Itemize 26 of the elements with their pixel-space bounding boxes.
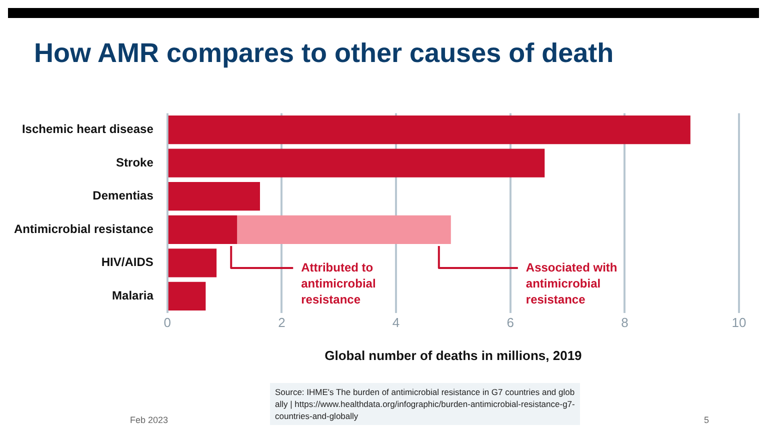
y-tick-label: Malaria bbox=[112, 288, 154, 302]
x-tick-label: 8 bbox=[621, 315, 628, 330]
bar bbox=[168, 182, 260, 211]
x-tick-label: 6 bbox=[506, 315, 514, 330]
y-tick-label: Stroke bbox=[116, 155, 154, 170]
bar bbox=[168, 248, 217, 278]
source-note: Source: IHME's The burden of antimicrobial resistance in G7 countries and globally | https://www.healthdata.org/infographic/burden-antimicrobial-resistance-g7-countries-and-globally bbox=[270, 383, 580, 425]
text: Associated with antimicrobial resistance bbox=[526, 260, 618, 306]
x-tick-label: 4 bbox=[392, 315, 400, 330]
x-tick-label: 10 bbox=[732, 315, 746, 330]
bar bbox=[168, 148, 545, 178]
y-tick-label: Dementias bbox=[92, 188, 154, 203]
text: Feb 2023 bbox=[130, 415, 168, 425]
bar bbox=[168, 116, 690, 144]
x-tick-label: 2 bbox=[278, 315, 286, 330]
chart-title: How AMR compares to other causes of death bbox=[34, 38, 614, 69]
x-tick-label: 0 bbox=[164, 315, 171, 330]
text: 5 bbox=[704, 415, 710, 425]
y-tick-label: Ischemic heart disease bbox=[22, 122, 154, 136]
x-axis-title: Global number of deaths in millions, 2019 bbox=[324, 348, 582, 363]
bar bbox=[168, 282, 206, 310]
bar bbox=[237, 215, 451, 244]
y-tick-label: Antimicrobial resistance bbox=[14, 222, 154, 236]
y-tick-label: HIV/AIDS bbox=[101, 255, 154, 270]
bar bbox=[168, 215, 238, 244]
text: Attributed to antimicrobial resistance bbox=[301, 260, 376, 306]
